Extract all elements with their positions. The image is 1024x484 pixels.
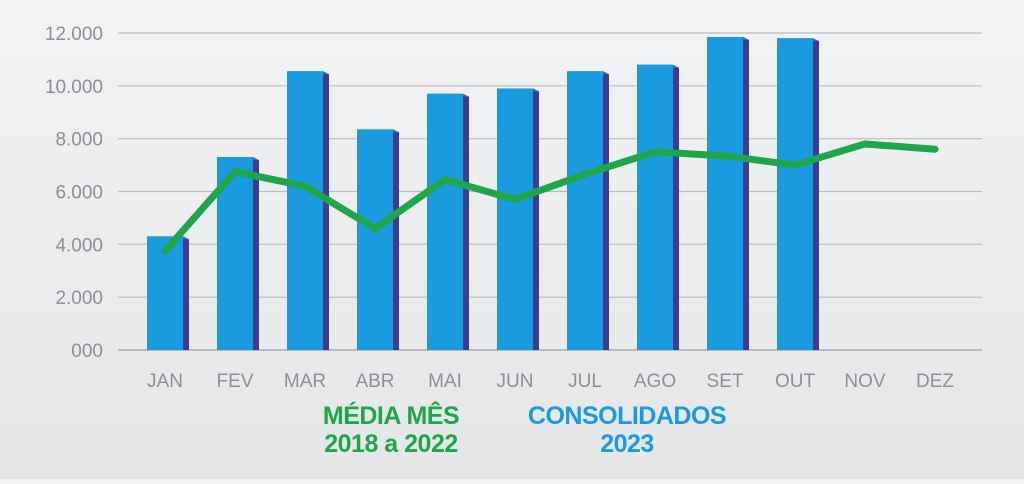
x-tick-label-jul: JUL [568,371,602,392]
x-tick-label-dez: DEZ [916,371,954,392]
bar-front [567,71,603,350]
media-mes-line [161,140,939,255]
bar-side [323,71,329,350]
bar-jan [147,236,189,350]
x-tick-label-set: SET [707,371,744,392]
legend-media-mes-line2: 2018 a 2022 [324,430,458,458]
bar-side [393,129,399,350]
y-tick-label: 2.000 [55,288,103,309]
x-tick-label-nov: NOV [844,371,886,392]
legend-media-mes-line1: MÉDIA MÊS [322,402,460,430]
x-tick-label-jun: JUN [497,371,534,392]
y-tick-label: 8.000 [55,130,103,151]
bar-front [707,36,743,351]
bar-side [743,36,749,351]
bar-jul [567,71,609,350]
x-tick-label-abr: ABR [355,371,394,392]
x-tick-label-mai: MAI [428,371,462,392]
bar-mar [287,71,329,350]
legend-consolidados-line2: 2023 [600,430,654,458]
bar-front [427,93,463,350]
x-tick-label-mar: MAR [284,371,326,392]
bar-front [357,129,393,350]
bar-ago [637,64,679,350]
y-tick-label: 000 [71,341,103,362]
y-tick-label: 4.000 [55,235,103,256]
bar-side [673,64,679,350]
bar-side [603,71,609,350]
bar-front [287,71,323,350]
legend-consolidados-line1: CONSOLIDADOS [527,402,727,430]
x-tick-label-out: OUT [775,371,816,392]
bar-front [777,38,813,351]
x-tick-label-fev: FEV [217,371,254,392]
x-tick-label-ago: AGO [634,371,676,392]
y-tick-label: 10.000 [45,77,103,98]
y-tick-label: 6.000 [55,183,103,204]
bar-front [497,88,533,350]
bar-out [777,38,819,351]
legend-media-mes: MÉDIA MÊS 2018 a 2022 [296,402,486,458]
bar-mai [427,93,469,350]
x-tick-label-jan: JAN [147,371,183,392]
bar-side [533,88,539,350]
x-axis-tick-labels: JAN FEV MAR ABR MAI JUN JUL AGO SET OUT NOV DEZ [147,371,954,392]
bar-side [253,157,259,350]
line-series [161,140,939,255]
bar-side [463,93,469,350]
bar-jun [497,88,539,350]
y-axis-tick-labels: 000 2.000 4.000 6.000 8.000 10.000 12.000 [45,24,103,362]
bar-abr [357,129,399,350]
bar-set [707,36,749,351]
y-tick-label: 12.000 [45,24,103,45]
bar-side [183,236,189,350]
bar-front [147,236,183,350]
gridlines [118,32,982,351]
legend-consolidados: CONSOLIDADOS 2023 [512,402,742,458]
bar-side [813,38,819,351]
bar-series [147,36,819,351]
bar-front [637,64,673,350]
